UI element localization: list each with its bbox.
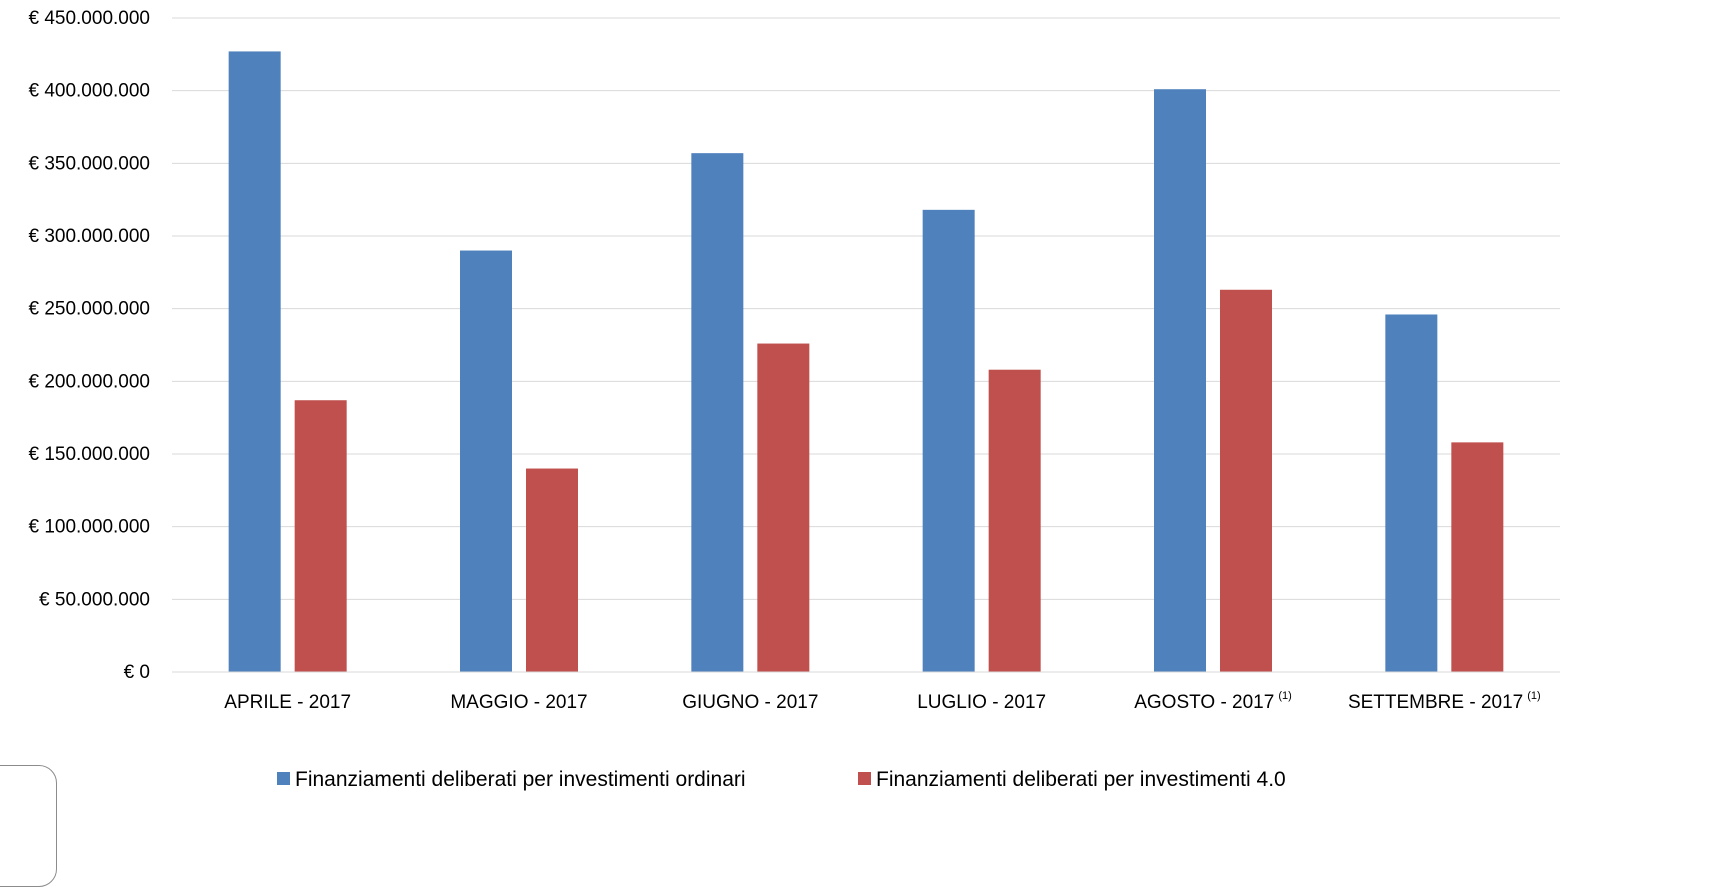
x-category-footnote: (1): [1278, 690, 1291, 702]
bar-series-2: [988, 369, 1041, 672]
x-category-label-text: GIUGNO - 2017: [682, 692, 818, 713]
legend: Finanziamenti deliberati per investiment…: [277, 768, 1286, 791]
x-category-label-text: SETTEMBRE - 2017: [1348, 692, 1523, 713]
legend-swatch: [277, 772, 290, 785]
bar-series-2: [1451, 442, 1504, 672]
x-category-label: SETTEMBRE - 2017 (1): [1348, 690, 1541, 713]
x-category-label: APRILE - 2017: [224, 692, 351, 713]
legend-swatch: [858, 772, 871, 785]
bar-series-2: [526, 468, 578, 672]
y-tick-label: € 300.000.000: [28, 226, 150, 247]
bar-chart: € 0 € 50.000.000 € 100.000.000 € 150.000.00…: [28, 8, 1560, 791]
x-category-label-text: MAGGIO - 2017: [450, 692, 587, 713]
y-tick-label: € 50.000.000: [39, 589, 150, 610]
y-axis-tick-labels: € 0 € 50.000.000 € 100.000.000 € 150.000.00…: [28, 8, 150, 683]
legend-label: Finanziamenti deliberati per investiment…: [876, 768, 1286, 791]
y-tick-label: € 250.000.000: [28, 299, 150, 320]
y-tick-label: € 400.000.000: [28, 81, 150, 102]
y-tick-label: € 150.000.000: [28, 444, 150, 465]
x-axis-category-labels: APRILE - 2017 MAGGIO - 2017 GIUGNO - 2017 L…: [224, 690, 1540, 713]
bar-series-1: [922, 209, 975, 672]
x-category-label: AGOSTO - 2017 (1): [1134, 690, 1292, 713]
x-category-label-text: AGOSTO - 2017: [1134, 692, 1274, 713]
y-tick-label: € 100.000.000: [28, 517, 150, 538]
x-category-label: LUGLIO - 2017: [917, 692, 1046, 713]
bar-series-1: [1385, 314, 1438, 672]
y-tick-label: € 200.000.000: [28, 371, 150, 392]
bar-series-2: [757, 343, 810, 672]
bar-series-1: [228, 51, 281, 673]
bar-series-2: [294, 400, 347, 672]
x-category-label-text: APRILE - 2017: [224, 692, 351, 713]
bars: [228, 51, 1504, 673]
gridlines: [172, 17, 1560, 600]
y-tick-label: € 0: [124, 662, 150, 683]
bar-series-1: [460, 250, 512, 673]
bar-series-1: [691, 153, 744, 672]
x-category-label: GIUGNO - 2017: [682, 692, 818, 713]
x-category-label: MAGGIO - 2017: [450, 692, 587, 713]
y-tick-label: € 350.000.000: [28, 153, 150, 174]
legend-label: Finanziamenti deliberati per investiment…: [295, 768, 746, 791]
bar-series-2: [1220, 289, 1272, 672]
bar-series-1: [1154, 89, 1206, 673]
y-tick-label: € 450.000.000: [28, 8, 150, 29]
x-category-label-text: LUGLIO - 2017: [917, 692, 1046, 713]
x-category-footnote: (1): [1527, 690, 1540, 702]
